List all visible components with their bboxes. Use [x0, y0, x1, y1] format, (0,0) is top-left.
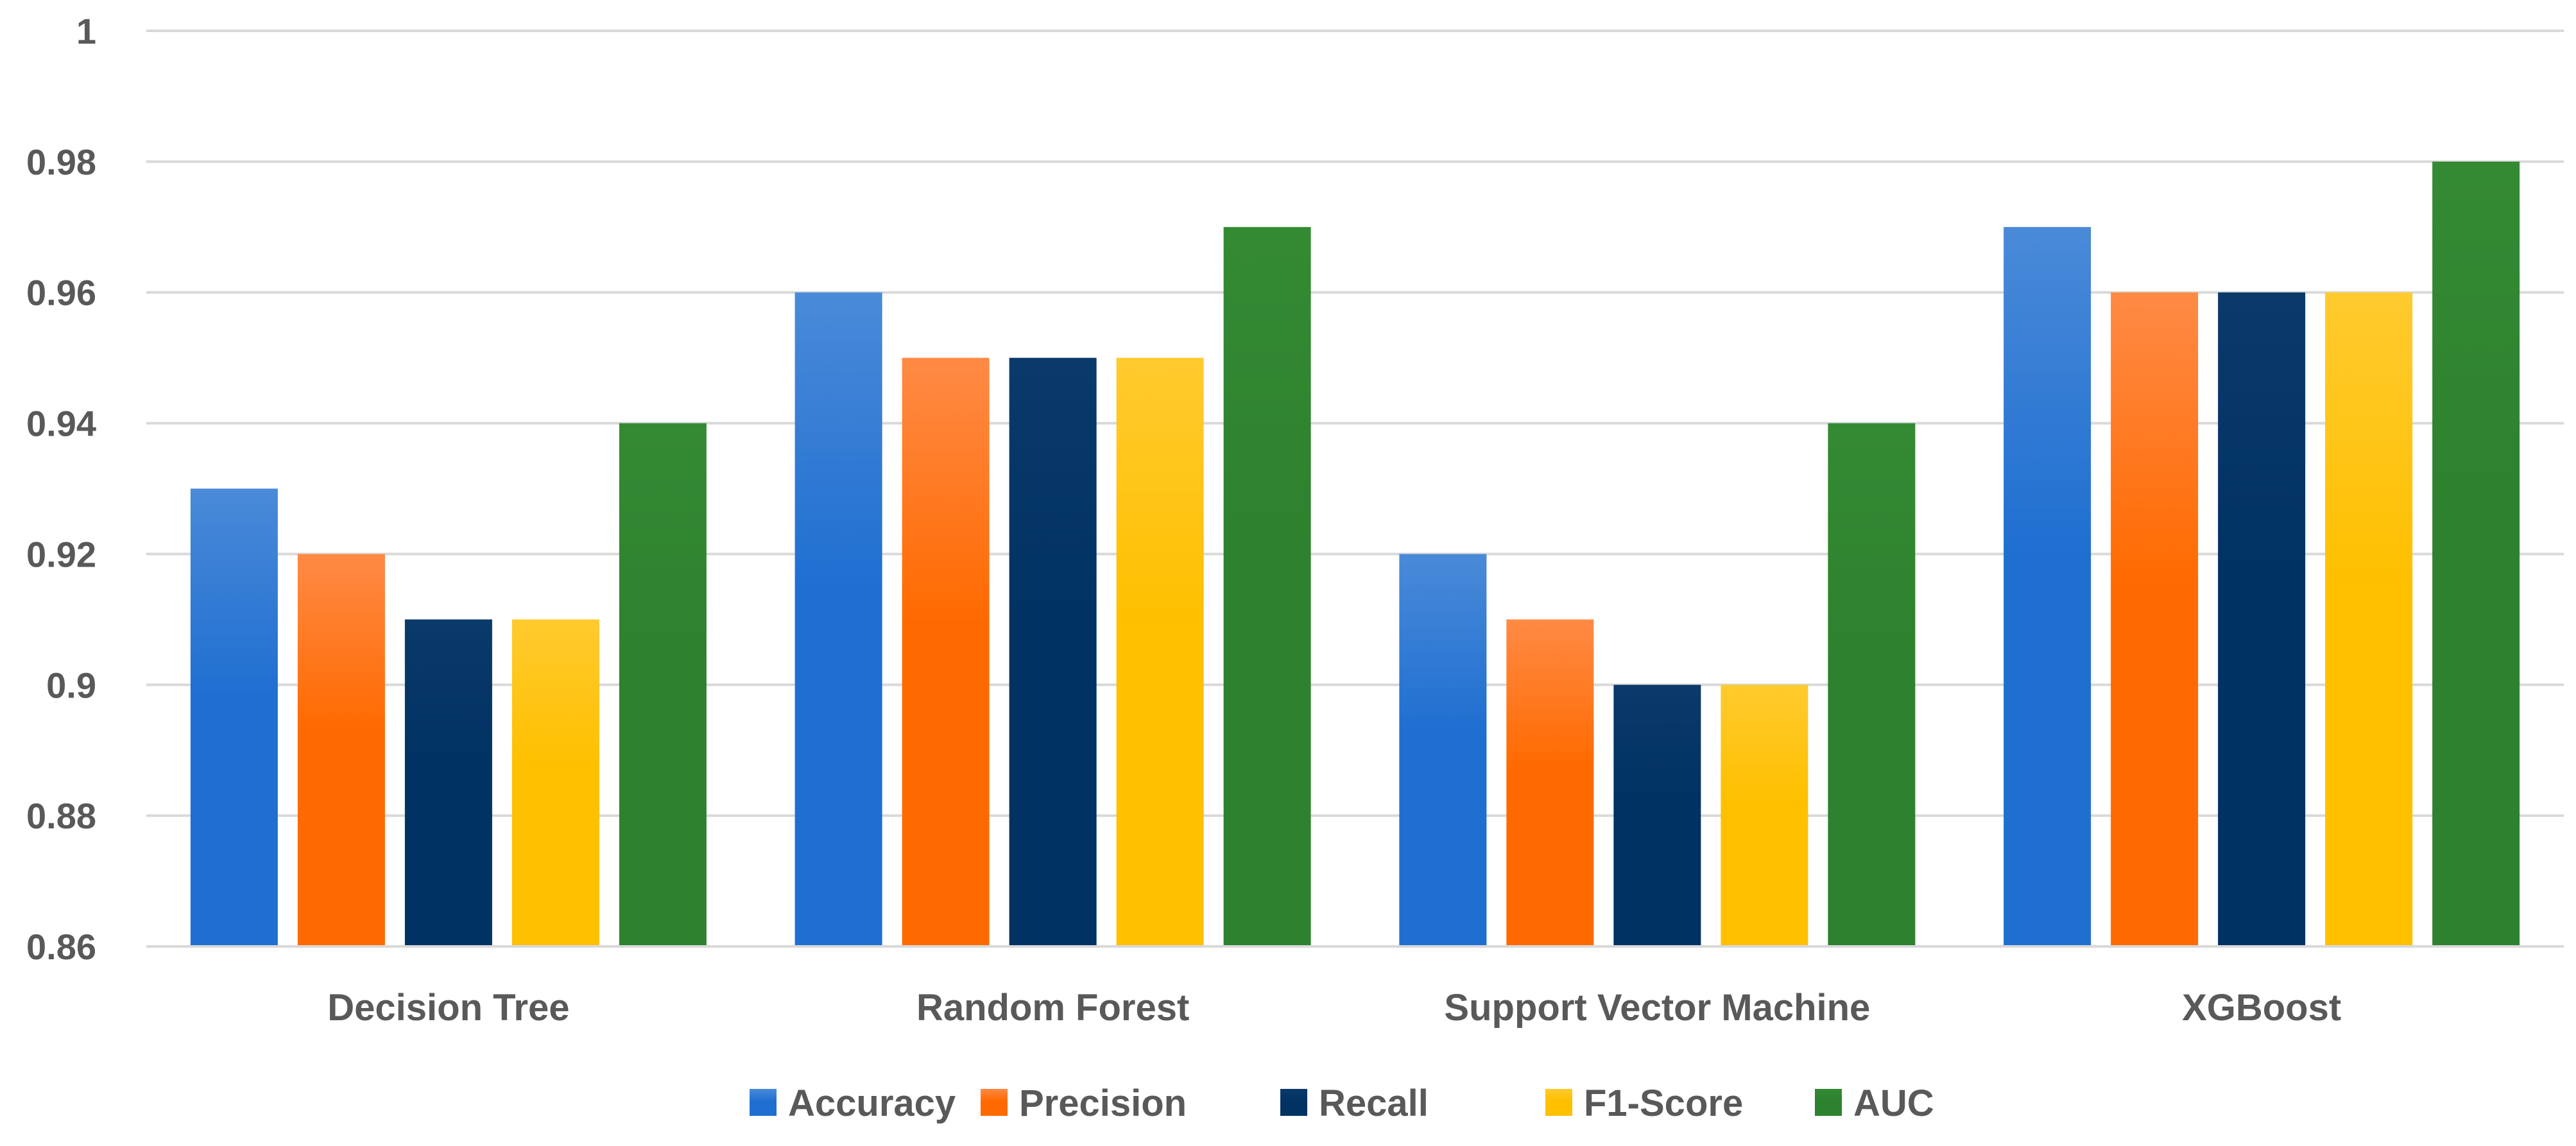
x-category-label: Random Forest	[916, 987, 1189, 1029]
y-tick-label: 0.88	[26, 796, 96, 836]
bar	[1506, 619, 1594, 946]
bar	[2325, 292, 2413, 946]
legend-swatch	[981, 1089, 1008, 1116]
legend-item: AUC	[1815, 1082, 1934, 1124]
legend-swatch	[1280, 1089, 1307, 1116]
legend-label: F1-Score	[1584, 1082, 1743, 1124]
bar	[794, 292, 882, 946]
y-tick-label: 0.92	[26, 534, 96, 574]
bar	[1828, 423, 1916, 946]
bar	[1009, 357, 1097, 946]
legend-item: Accuracy	[750, 1082, 956, 1124]
bar	[1613, 685, 1701, 946]
y-axis-ticks: 0.86 0.88 0.9 0.92 0.94 0.96 0.98 1	[26, 11, 96, 967]
bars	[190, 161, 2520, 947]
bar	[2432, 161, 2520, 946]
bar	[511, 619, 599, 946]
bar-group	[1399, 423, 1916, 946]
legend-swatch	[1815, 1089, 1842, 1116]
legend-item: F1-Score	[1545, 1082, 1743, 1124]
y-tick-label: 0.96	[26, 273, 96, 313]
legend-label: AUC	[1853, 1082, 1934, 1124]
x-category-label: XGBoost	[2182, 987, 2341, 1029]
bar-group	[2004, 161, 2520, 947]
x-category-label: Decision Tree	[327, 987, 569, 1029]
x-category-label: Support Vector Machine	[1444, 987, 1870, 1029]
y-tick-label: 0.86	[26, 927, 96, 967]
legend-label: Recall	[1319, 1082, 1429, 1124]
bar-group	[190, 423, 707, 946]
bar	[1223, 227, 1311, 947]
bar	[404, 619, 492, 946]
legend-swatch	[1545, 1089, 1572, 1116]
bar	[1721, 685, 1808, 946]
bar	[190, 488, 278, 946]
y-tick-label: 0.94	[26, 404, 96, 444]
bar	[2111, 292, 2199, 946]
legend: Accuracy Precision Recall F1-Score AUC	[750, 1082, 1934, 1124]
bar	[902, 357, 990, 946]
bar	[619, 423, 707, 946]
bar	[297, 554, 385, 946]
bar	[2004, 227, 2091, 947]
legend-label: Accuracy	[788, 1082, 956, 1124]
bar	[2218, 292, 2306, 946]
bar-group	[794, 227, 1311, 947]
y-tick-label: 0.98	[26, 142, 96, 182]
bar	[1399, 554, 1487, 946]
y-tick-label: 0.9	[46, 665, 96, 705]
legend-label: Precision	[1019, 1082, 1187, 1124]
legend-item: Recall	[1280, 1082, 1429, 1124]
bar	[1116, 357, 1204, 946]
x-axis-categories: Decision Tree Random Forest Support Vector…	[327, 987, 2341, 1029]
legend-item: Precision	[981, 1082, 1187, 1124]
legend-swatch	[750, 1089, 777, 1116]
y-tick-label: 1	[76, 11, 96, 51]
gridlines	[146, 30, 2564, 948]
